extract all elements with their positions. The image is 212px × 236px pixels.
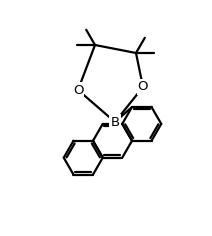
Text: O: O: [138, 80, 148, 93]
Text: B: B: [110, 115, 120, 128]
Text: O: O: [73, 84, 83, 97]
